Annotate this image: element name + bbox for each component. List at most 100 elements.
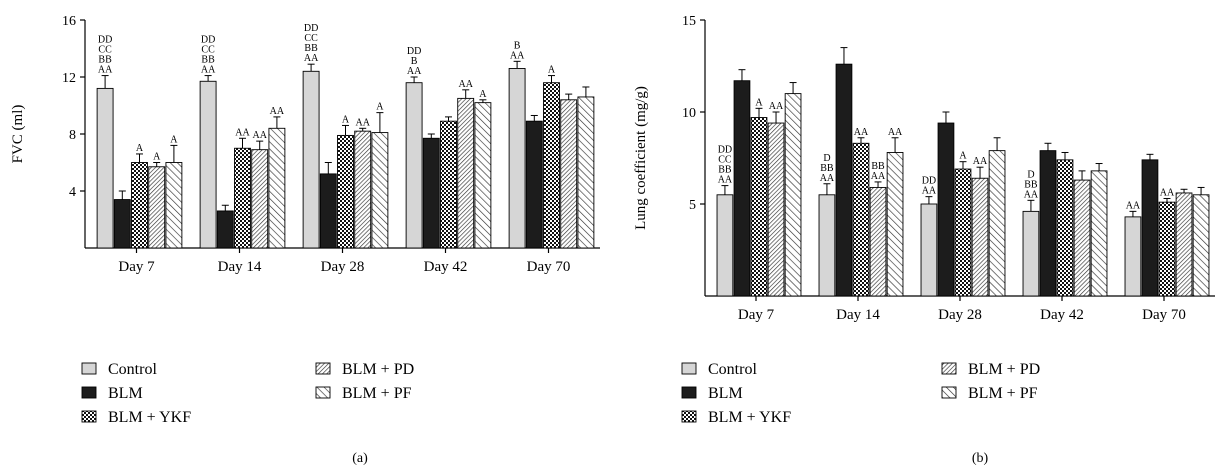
bar: [784, 93, 802, 297]
significance-label: A: [153, 152, 161, 163]
bar: [750, 117, 768, 297]
bar: [886, 152, 904, 297]
bar: [165, 162, 183, 249]
legend-swatch: [81, 386, 97, 399]
significance-label: AA: [98, 65, 113, 76]
legend-label: BLM + PD: [968, 361, 1040, 378]
y-tick-label: 16: [62, 14, 76, 29]
significance-label: AA: [854, 127, 869, 138]
x-tick-label: Day 28: [321, 259, 365, 275]
y-tick-label: 8: [69, 128, 76, 143]
bar: [371, 132, 389, 249]
y-tick-label: 15: [682, 14, 696, 29]
significance-label: A: [959, 151, 967, 162]
x-tick-label: Day 70: [1142, 307, 1186, 323]
bar: [405, 82, 423, 249]
significance-label: AA: [820, 173, 835, 184]
significance-label: CC: [201, 45, 215, 56]
legend-swatch: [941, 362, 957, 375]
x-tick-label: Day 70: [527, 259, 571, 275]
bar: [1124, 216, 1142, 297]
legend-item: BLM + PD: [941, 361, 1040, 378]
significance-label: B: [514, 40, 521, 51]
significance-label: D: [1027, 169, 1034, 180]
y-tick-label: 10: [682, 106, 696, 121]
legend-item: BLM + PD: [315, 361, 414, 378]
bar: [251, 149, 269, 249]
bar: [954, 168, 972, 297]
significance-label: CC: [304, 33, 318, 44]
legend-item: BLM + PF: [315, 385, 412, 402]
significance-label: A: [136, 143, 144, 154]
panel-label: (b): [972, 451, 989, 466]
significance-label: AA: [1024, 189, 1039, 200]
y-tick-label: 12: [62, 71, 76, 86]
x-tick-label: Day 14: [218, 259, 262, 275]
legend-label: Control: [708, 361, 757, 378]
x-tick-label: Day 7: [738, 307, 775, 323]
bar: [971, 177, 989, 297]
significance-label: AA: [201, 65, 216, 76]
bar: [113, 199, 131, 249]
bar: [577, 96, 595, 249]
bar: [1039, 150, 1057, 297]
significance-label: AA: [769, 101, 784, 112]
legend-swatch: [81, 362, 97, 375]
significance-label: DD: [922, 176, 936, 187]
significance-label: AA: [510, 50, 525, 61]
legend-swatch: [681, 410, 697, 423]
bar: [148, 166, 166, 249]
bar: [560, 99, 578, 249]
significance-label: AA: [1160, 187, 1175, 198]
legend-label: BLM + YKF: [108, 409, 191, 426]
bar: [869, 186, 887, 297]
legend-label: BLM + PF: [968, 385, 1038, 402]
significance-label: A: [548, 65, 556, 76]
bar: [96, 87, 114, 249]
x-tick-label: Day 42: [424, 259, 468, 275]
bar: [1158, 201, 1176, 297]
legend-swatch: [315, 386, 331, 399]
significance-label: BB: [871, 161, 885, 172]
legend-label: Control: [108, 361, 157, 378]
bar: [337, 134, 354, 249]
bar: [1175, 192, 1193, 297]
significance-label: AA: [973, 156, 988, 167]
significance-label: B: [411, 56, 418, 67]
significance-label: D: [823, 153, 830, 164]
bar: [302, 70, 320, 249]
legend-item: BLM: [81, 385, 143, 402]
significance-label: A: [479, 89, 487, 100]
y-tick-label: 4: [69, 185, 76, 200]
bar: [1073, 179, 1091, 297]
legend-item: BLM + YKF: [81, 409, 191, 426]
bar: [1056, 159, 1074, 297]
bar: [525, 120, 543, 249]
significance-label: A: [755, 97, 763, 108]
bar: [818, 194, 836, 297]
legend-item: Control: [81, 361, 157, 378]
bar: [543, 82, 560, 249]
significance-label: AA: [304, 53, 319, 64]
legend-label: BLM: [708, 385, 743, 402]
significance-label: AA: [407, 66, 422, 77]
legend-label: BLM: [108, 385, 143, 402]
significance-label: AA: [922, 186, 937, 197]
significance-label: DD: [718, 145, 732, 156]
significance-label: AA: [235, 127, 250, 138]
significance-label: AA: [252, 130, 267, 141]
legend-item: BLM: [681, 385, 743, 402]
legend-swatch: [681, 362, 697, 375]
legend-label: BLM + PF: [342, 385, 412, 402]
significance-label: DD: [201, 35, 215, 46]
panel-label: (a): [352, 451, 368, 466]
legend-swatch: [315, 362, 331, 375]
legend-swatch: [681, 386, 697, 399]
significance-label: DD: [304, 23, 318, 34]
legend-item: Control: [681, 361, 757, 378]
x-tick-label: Day 14: [836, 307, 880, 323]
significance-label: BB: [304, 43, 318, 54]
y-axis-label: Lung coefficient (mg/g): [633, 86, 649, 230]
